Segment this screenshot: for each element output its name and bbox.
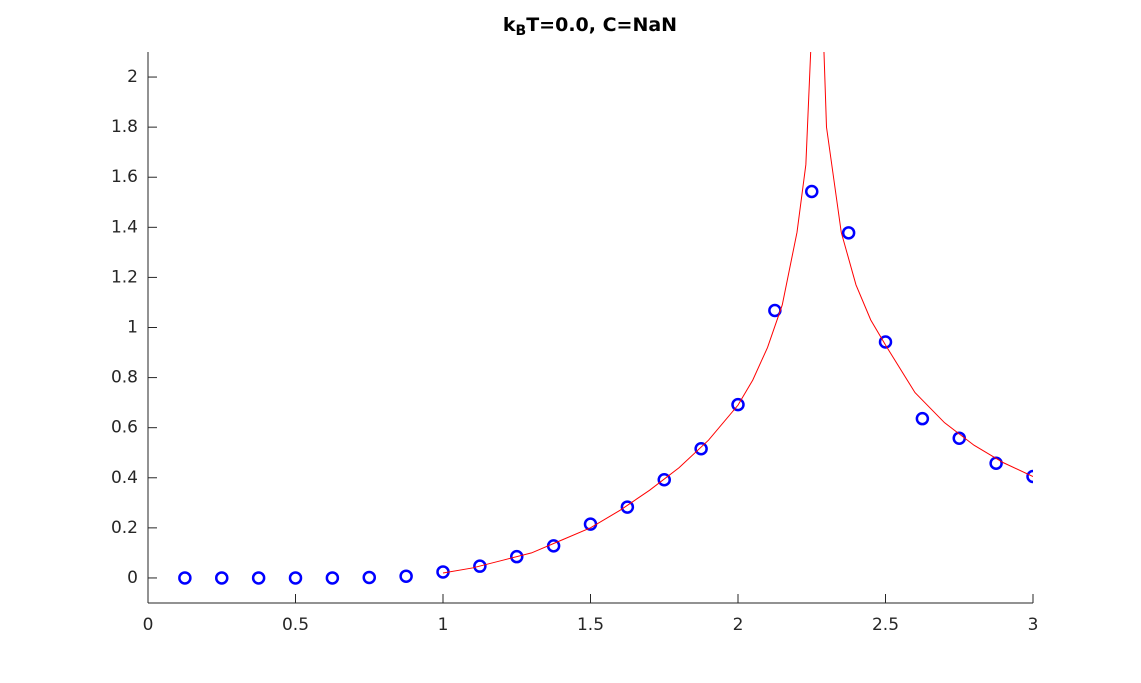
x-tick-label: 0 [143, 615, 154, 635]
marker [325, 571, 340, 585]
y-tick-label: 0.6 [111, 418, 138, 438]
marker [841, 226, 856, 240]
y-tick-label: 1.4 [111, 217, 138, 237]
marker [878, 335, 893, 349]
y-tick-label: 2 [127, 67, 138, 87]
title-subscript: B [516, 23, 527, 39]
x-tick-label: 3 [1028, 615, 1039, 635]
x-tick-label: 2.5 [872, 615, 899, 635]
marker [731, 397, 745, 412]
marker [805, 184, 819, 199]
y-tick-label: 0 [127, 568, 138, 588]
y-tick-label: 1 [127, 318, 138, 338]
y-tick-label: 1.6 [111, 167, 138, 187]
chart-title: kBT=0.0, C=NaN [503, 14, 677, 40]
title-main: k [503, 14, 516, 36]
marker [178, 571, 192, 585]
marker [694, 441, 708, 456]
x-tick-label: 2 [733, 615, 744, 635]
marker [215, 571, 229, 585]
y-tick-label: 0.8 [111, 368, 138, 388]
marker [510, 549, 524, 564]
x-tick-label: 0.5 [282, 615, 309, 635]
marker [915, 411, 930, 426]
y-tick-label: 0.4 [111, 468, 138, 488]
marker [362, 570, 376, 585]
x-tick-label: 1 [438, 615, 449, 635]
y-tick-label: 0.2 [111, 518, 138, 538]
marker [989, 456, 1003, 470]
plot-area [178, 52, 1033, 585]
marker [473, 559, 487, 573]
marker [251, 571, 266, 585]
marker [399, 569, 413, 583]
x-tick-label: 1.5 [577, 615, 604, 635]
marker [288, 571, 303, 585]
y-tick-label: 1.8 [111, 117, 138, 137]
title-rest: T=0.0, C=NaN [526, 14, 677, 36]
marker [1026, 469, 1033, 484]
y-tick-label: 1.2 [111, 267, 138, 287]
marker [657, 473, 671, 487]
curve [442, 52, 1033, 574]
marker [620, 500, 635, 514]
